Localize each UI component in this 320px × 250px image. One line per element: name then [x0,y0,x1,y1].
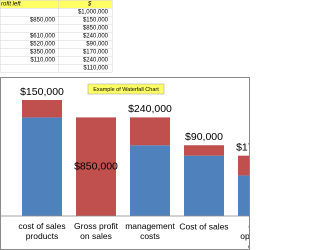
cell: $110,000 [83,66,108,72]
data-label: $90,000 [185,131,223,143]
header-cell: rofit left [1,2,21,8]
data-label: $150,000 [20,86,64,98]
bar [184,145,224,156]
cell: $170,000 [83,50,109,56]
cell: $350,000 [30,50,56,56]
cell: $850,000 [83,26,109,32]
cell: $240,000 [83,34,109,40]
bar [76,117,116,216]
bar [238,175,249,216]
cell: $1,000,000 [78,10,109,16]
header-cell: $ [87,2,92,8]
chart-title: Example of Waterfall Chart [93,87,159,93]
cell: $150,000 [83,18,109,24]
bar [184,155,224,216]
x-tick-label: management costs [125,221,175,241]
data-label: $240,000 [128,103,172,115]
screenshot: Example of Waterfall Chart rofit left $ $1… [0,0,250,250]
bar [22,117,62,216]
data-label: $850,000 [74,160,118,172]
cell: $850,000 [30,18,56,24]
cell: $610,000 [30,34,56,40]
x-tick-label: otheroperatingcosts [240,221,250,250]
cell: $90,000 [86,42,108,48]
cell: $520,000 [30,42,56,48]
header-row [0,0,112,8]
bar [22,100,62,118]
x-tick-label: Cost of sales [179,221,228,231]
cell: $240,000 [83,58,109,64]
data-label: $170,000 [236,141,250,153]
x-tick-label: cost of sales products [18,221,65,241]
bar [130,145,170,216]
bar [238,155,249,176]
title-box [87,83,165,95]
cell: $110,000 [30,58,55,64]
x-tick-label: Gross profit on sales [74,221,119,241]
bar [130,117,170,146]
